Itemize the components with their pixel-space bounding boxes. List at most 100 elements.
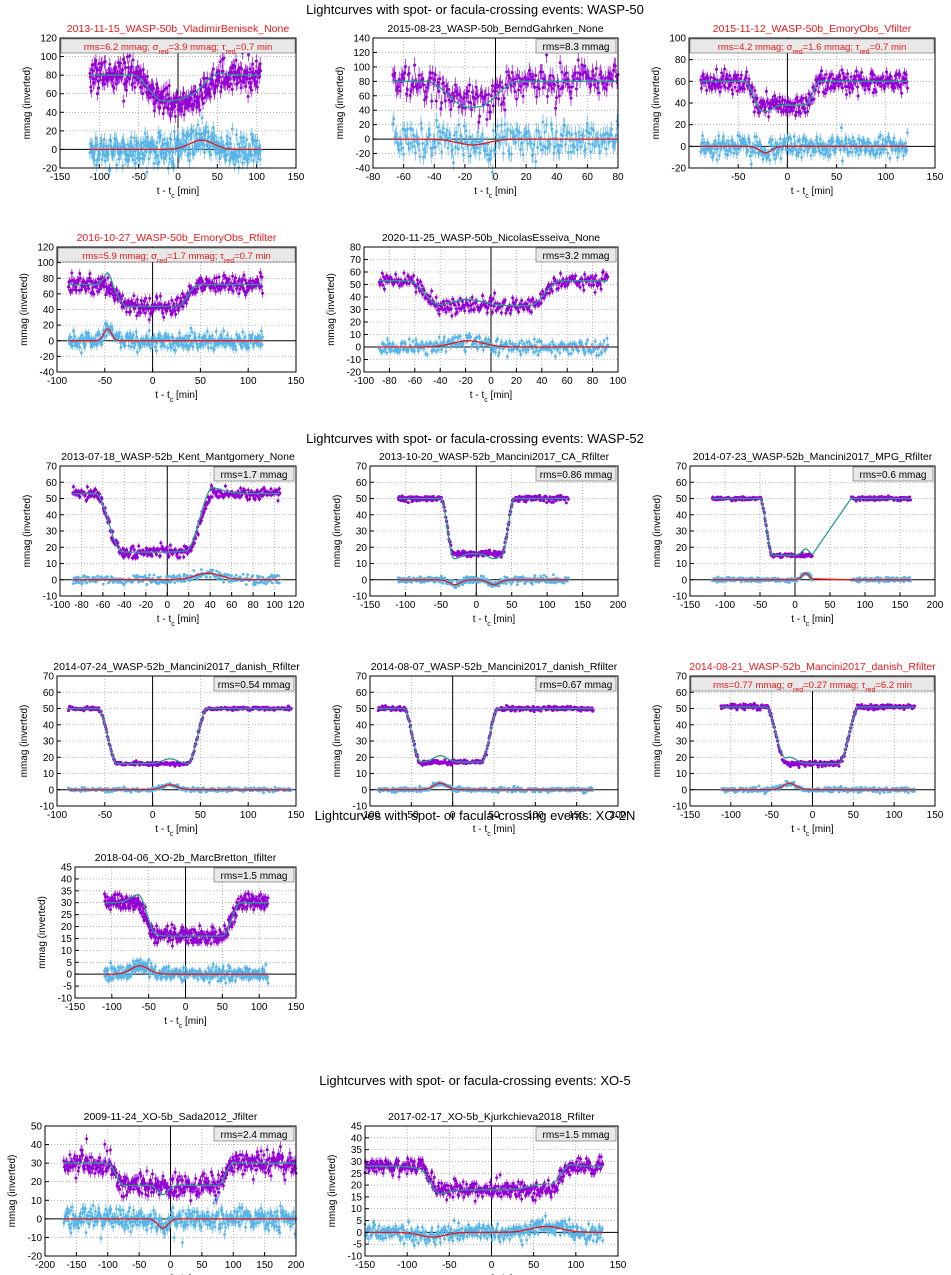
residual-point bbox=[408, 147, 411, 150]
data-point bbox=[153, 109, 156, 112]
chart-panel: -150 -100 -50 0 50 100 150-20020406080100120t … bbox=[22, 23, 305, 200]
data-point bbox=[399, 89, 402, 92]
residual-point bbox=[771, 138, 774, 141]
residual-point bbox=[186, 132, 189, 135]
residual-point bbox=[748, 138, 751, 141]
data-point bbox=[132, 294, 135, 297]
data-point bbox=[856, 86, 859, 89]
residual-point bbox=[105, 335, 108, 338]
data-point bbox=[129, 310, 132, 313]
residual-point bbox=[203, 151, 206, 154]
residual-point bbox=[149, 151, 152, 154]
data-point bbox=[133, 86, 136, 89]
residual-point bbox=[500, 124, 503, 127]
y-tick-label: 100 bbox=[669, 34, 686, 45]
panel-title: 2013-11-15_WASP-50b_VladimirBenisek_None bbox=[67, 23, 290, 35]
residual-point bbox=[164, 345, 167, 348]
residual-point bbox=[192, 153, 195, 156]
data-point bbox=[764, 106, 767, 109]
residual-point bbox=[905, 149, 908, 152]
y-tick-label: 120 bbox=[40, 34, 57, 45]
residual-point bbox=[186, 154, 189, 157]
residual-point bbox=[506, 128, 509, 131]
data-point bbox=[413, 64, 416, 67]
data-point bbox=[554, 107, 557, 110]
residual-point bbox=[526, 142, 529, 145]
residual-point bbox=[868, 141, 871, 144]
residual-point bbox=[730, 151, 733, 154]
data-point bbox=[900, 92, 903, 95]
residual-point bbox=[113, 154, 116, 157]
residual-point bbox=[194, 336, 197, 339]
data-point bbox=[194, 291, 197, 294]
residual-point bbox=[818, 149, 821, 152]
data-point bbox=[855, 69, 858, 72]
x-tick-label: 50 bbox=[212, 172, 224, 183]
residual-point bbox=[236, 143, 239, 146]
residual-point bbox=[591, 142, 594, 145]
data-point bbox=[796, 96, 799, 99]
data-point bbox=[487, 93, 490, 96]
y-tick-label: 100 bbox=[40, 52, 57, 63]
data-point bbox=[104, 60, 107, 63]
data-point bbox=[142, 68, 145, 71]
residual-point bbox=[541, 148, 544, 151]
residual-point bbox=[851, 151, 854, 154]
residual-point bbox=[146, 171, 149, 174]
residual-point bbox=[215, 152, 218, 155]
x-tick-label: 20 bbox=[521, 172, 533, 183]
data-point bbox=[551, 87, 554, 90]
data-point bbox=[555, 96, 558, 99]
data-point bbox=[144, 297, 147, 300]
residual-point bbox=[118, 158, 121, 161]
residual-point bbox=[551, 128, 554, 131]
y-tick-label: 100 bbox=[353, 62, 370, 73]
residual-point bbox=[759, 143, 762, 146]
residual-point bbox=[107, 153, 110, 156]
residual-point bbox=[131, 337, 134, 340]
residual-point bbox=[722, 135, 725, 138]
residual-point bbox=[750, 163, 753, 166]
data-point bbox=[159, 295, 162, 298]
residual-point bbox=[172, 151, 175, 154]
residual-point bbox=[851, 136, 854, 139]
data-point bbox=[824, 92, 827, 95]
data-point bbox=[541, 70, 544, 73]
data-point bbox=[823, 77, 826, 80]
data-point bbox=[575, 88, 578, 91]
residual-point bbox=[532, 153, 535, 156]
residual-point bbox=[815, 135, 818, 138]
residual-point bbox=[710, 147, 713, 150]
residual-point bbox=[893, 136, 896, 139]
residual-point bbox=[191, 331, 194, 334]
residual-point bbox=[96, 144, 99, 147]
x-tick-label: 100 bbox=[877, 172, 894, 183]
data-point bbox=[592, 74, 595, 77]
residual-point bbox=[570, 133, 573, 136]
residual-point bbox=[130, 136, 133, 139]
data-point bbox=[127, 66, 130, 69]
residual-point bbox=[424, 151, 427, 154]
residual-point bbox=[486, 153, 489, 156]
data-point bbox=[235, 59, 238, 62]
residual-point bbox=[872, 150, 875, 153]
data-point bbox=[89, 86, 92, 89]
data-point bbox=[179, 297, 182, 300]
residual-point bbox=[703, 152, 706, 155]
data-point bbox=[845, 93, 848, 96]
data-point bbox=[574, 71, 577, 74]
residual-point bbox=[899, 140, 902, 143]
data-point bbox=[156, 87, 159, 90]
y-axis-label: mmag (inverted) bbox=[22, 67, 33, 140]
residual-point bbox=[80, 351, 83, 354]
data-point bbox=[803, 107, 806, 110]
residual-point bbox=[241, 161, 244, 164]
data-point bbox=[148, 318, 151, 321]
x-axis-label: t - tc [min] bbox=[474, 186, 517, 200]
residual-point bbox=[478, 151, 481, 154]
residual-point bbox=[243, 157, 246, 160]
residual-point bbox=[178, 155, 181, 158]
data-point bbox=[106, 276, 109, 279]
y-tick-label: 60 bbox=[46, 89, 58, 100]
residual-point bbox=[240, 136, 243, 139]
